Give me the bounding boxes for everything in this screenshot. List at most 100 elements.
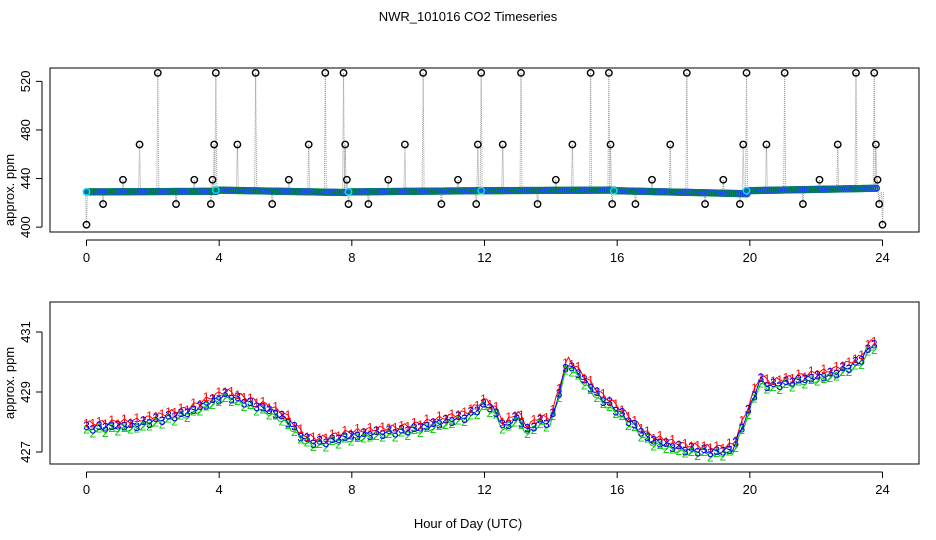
series-point-3: 3 — [865, 342, 872, 356]
spike-line — [480, 72, 483, 191]
series-point-2: 2 — [839, 365, 846, 379]
series-point-2: 2 — [165, 412, 172, 426]
series-point-3: 3 — [549, 406, 556, 420]
series-point-3: 3 — [739, 422, 746, 436]
series-point-1: 1 — [386, 421, 393, 435]
series-point-3: 3 — [486, 401, 493, 415]
series-point-2: 2 — [178, 408, 185, 422]
spike-line — [610, 144, 613, 191]
series-point-2: 2 — [512, 416, 519, 430]
series-point-1: 1 — [436, 409, 443, 423]
y-tick-label: 480 — [18, 119, 33, 141]
y-tick-label: 427 — [18, 441, 33, 463]
series-point-1: 1 — [379, 420, 386, 434]
series-point-1: 1 — [121, 412, 128, 426]
spike-line — [501, 144, 504, 191]
series-point-3: 3 — [701, 442, 708, 456]
spike-line — [85, 191, 88, 225]
spike-point — [437, 200, 446, 208]
series-point-2: 2 — [493, 408, 500, 422]
series-point-2: 2 — [209, 398, 216, 412]
series-point-2: 2 — [802, 378, 809, 392]
spike-line — [590, 72, 593, 191]
series-point-3: 3 — [423, 420, 430, 434]
series-point-3: 3 — [820, 370, 827, 384]
spike-point — [739, 140, 748, 149]
series-point-1: 1 — [808, 364, 815, 378]
series-point-3: 3 — [537, 413, 544, 427]
series-point-1: 1 — [543, 411, 550, 425]
series-point-1: 1 — [587, 373, 594, 387]
series-point-2: 2 — [625, 419, 632, 433]
x-axis-label: Hour of Day (UTC) — [414, 516, 522, 531]
series-point-1: 1 — [531, 413, 538, 427]
series-point-1: 1 — [89, 417, 96, 431]
spike-point — [384, 175, 393, 184]
series-point-1: 1 — [411, 415, 418, 429]
series-point-1: 1 — [222, 385, 229, 399]
spike-point — [873, 175, 882, 184]
series-point-3: 3 — [468, 405, 475, 419]
series-point-3: 3 — [197, 399, 204, 413]
x-tick-label: 8 — [348, 482, 355, 497]
series-point-2: 2 — [827, 371, 834, 385]
series-point-3: 3 — [342, 430, 349, 444]
series-point-2: 2 — [701, 445, 708, 459]
series-point-3: 3 — [682, 445, 689, 459]
series-point-3: 3 — [852, 355, 859, 369]
series-point-1: 1 — [266, 401, 273, 415]
series-point-1: 1 — [272, 400, 279, 414]
x-tick-label: 0 — [83, 250, 90, 265]
top-axes: 0 4 8 12 16 20 24 400 440 480 520 — [18, 71, 890, 265]
series-point-2: 2 — [644, 432, 651, 446]
spike-line — [554, 179, 557, 191]
series-point-1: 1 — [669, 432, 676, 446]
spike-line — [84, 191, 87, 225]
series-point-1: 1 — [581, 371, 588, 385]
spike-points — [82, 68, 887, 229]
series-point-2: 2 — [814, 374, 821, 388]
series-point-1: 1 — [537, 411, 544, 425]
series-point-3: 3 — [663, 436, 670, 450]
spike-line — [324, 72, 327, 193]
spike-line — [817, 179, 820, 190]
series-point-1: 1 — [802, 370, 809, 384]
series-point-3: 3 — [657, 437, 664, 451]
series-point-1: 1 — [512, 409, 519, 423]
series-point-1: 1 — [190, 396, 197, 410]
series-point-3: 3 — [367, 429, 374, 443]
series-point-2: 2 — [436, 419, 443, 433]
series-point-2: 2 — [430, 422, 437, 436]
series-point-3: 3 — [846, 362, 853, 376]
series-point-2: 2 — [594, 391, 601, 405]
series-point-1: 1 — [751, 381, 758, 395]
spike-line — [609, 144, 612, 191]
series-point-3: 3 — [493, 406, 500, 420]
series-point-3: 3 — [751, 390, 758, 404]
series-point-1: 1 — [209, 392, 216, 406]
series-point-3: 3 — [228, 392, 235, 406]
spike-line — [878, 191, 881, 205]
series-point-3: 3 — [253, 400, 260, 414]
series-point-2: 2 — [600, 397, 607, 411]
series-point-2: 2 — [562, 363, 569, 377]
series-point-1: 1 — [461, 405, 468, 419]
series-point-3: 3 — [165, 408, 172, 422]
series-point-2: 2 — [524, 427, 531, 441]
series-point-2: 2 — [720, 450, 727, 464]
spike-line — [854, 72, 857, 189]
series-point-3: 3 — [411, 421, 418, 435]
x-tick-label: 12 — [477, 250, 491, 265]
series-point-3: 3 — [335, 432, 342, 446]
series-point-3: 3 — [297, 430, 304, 444]
series-point-2: 2 — [846, 365, 853, 379]
series-point-2: 2 — [222, 391, 229, 405]
spike-point — [339, 68, 348, 77]
series-point-3: 3 — [839, 360, 846, 374]
series-point-3: 3 — [360, 426, 367, 440]
spike-line — [881, 191, 884, 225]
series-point-1: 1 — [707, 441, 714, 455]
series-point-3: 3 — [783, 374, 790, 388]
series-point-3: 3 — [430, 416, 437, 430]
series-point-3: 3 — [398, 422, 405, 436]
